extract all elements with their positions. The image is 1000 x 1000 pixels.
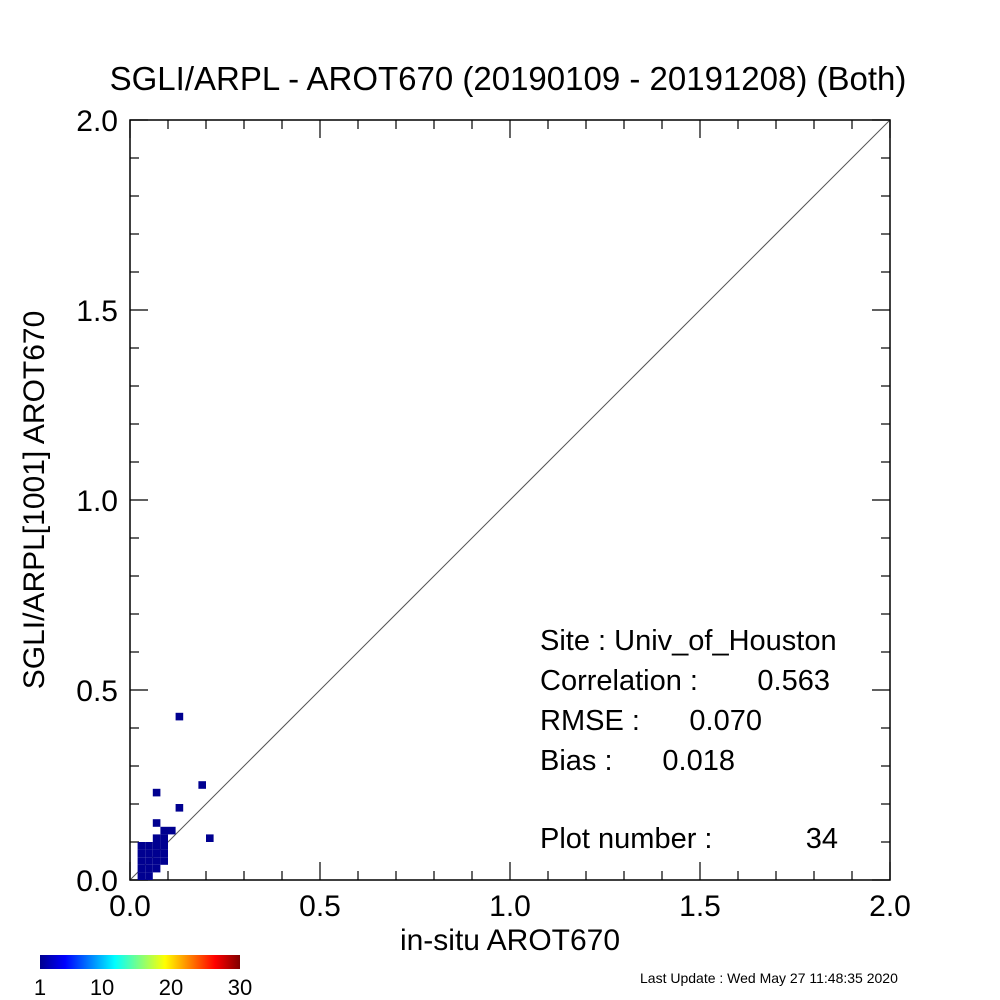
x-tick-label: 0.5 (299, 890, 341, 923)
data-point (160, 857, 168, 865)
data-point (206, 834, 214, 842)
axis-ticks (129, 119, 891, 881)
y-tick-labels: 0.0 0.5 1.0 1.5 2.0 (76, 105, 118, 898)
colorbar-tick-label: 20 (159, 975, 183, 1000)
data-point (152, 842, 161, 850)
chart-title: SGLI/ARPL - AROT670 (20190109 - 20191208… (110, 60, 907, 97)
plot-number-value: 34 (806, 823, 838, 855)
data-point (160, 849, 168, 858)
data-point (152, 819, 161, 827)
data-point (137, 857, 146, 865)
data-point (145, 864, 153, 873)
data-point (175, 712, 184, 721)
y-tick-label: 0.5 (76, 675, 118, 708)
colorbar-tick-label: 1 (34, 975, 46, 1000)
colorbar-gradient (40, 955, 240, 969)
stats-box: Site : Univ_of_Houston Correlation : 0.5… (540, 625, 838, 855)
rmse-label: RMSE : (540, 705, 640, 737)
site-text: Site : Univ_of_Houston (540, 625, 837, 657)
data-point (152, 864, 161, 873)
bias-label: Bias : (540, 745, 613, 777)
data-point (152, 834, 161, 842)
data-point (160, 834, 168, 842)
data-point (175, 804, 184, 812)
last-update-text: Last Update : Wed May 27 11:48:35 2020 (640, 970, 898, 986)
data-point (145, 849, 153, 858)
correlation-value: 0.563 (757, 665, 830, 697)
data-point (145, 857, 153, 865)
correlation-label: Correlation : (540, 665, 698, 697)
bias-value: 0.018 (662, 745, 735, 777)
data-points (137, 712, 214, 880)
y-tick-label: 2.0 (76, 105, 118, 138)
data-point (198, 781, 206, 789)
one-to-one-line (129, 119, 891, 881)
colorbar-tick-label: 30 (228, 975, 252, 1000)
data-point (137, 864, 146, 873)
data-point (152, 857, 161, 865)
data-point (137, 842, 146, 850)
y-tick-label: 1.5 (76, 295, 118, 328)
x-tick-label: 2.0 (869, 890, 911, 923)
colorbar-tick-label: 10 (90, 975, 114, 1000)
y-tick-label: 1.0 (76, 485, 118, 518)
data-point (168, 826, 176, 835)
data-point (137, 849, 146, 858)
data-point (152, 849, 161, 858)
data-point (145, 872, 153, 880)
data-point (152, 788, 161, 797)
plot-area (129, 119, 891, 881)
rmse-value: 0.070 (689, 705, 762, 737)
x-tick-label: 1.5 (679, 890, 721, 923)
x-tick-labels: 0.0 0.5 1.0 1.5 2.0 (109, 890, 911, 923)
x-tick-label: 1.0 (489, 890, 531, 923)
colorbar: 1 10 20 30 (34, 955, 252, 1000)
x-axis-label: in-situ AROT670 (400, 924, 620, 957)
plot-number-label: Plot number : (540, 823, 712, 855)
data-point (137, 872, 146, 880)
data-point (145, 842, 153, 850)
y-tick-label: 0.0 (76, 865, 118, 898)
data-point (160, 842, 168, 850)
x-tick-label: 0.0 (109, 890, 151, 923)
colorbar-ticks: 1 10 20 30 (34, 975, 252, 1000)
data-point (160, 826, 168, 835)
y-axis-label: SGLI/ARPL[1001] AROT670 (18, 311, 51, 690)
